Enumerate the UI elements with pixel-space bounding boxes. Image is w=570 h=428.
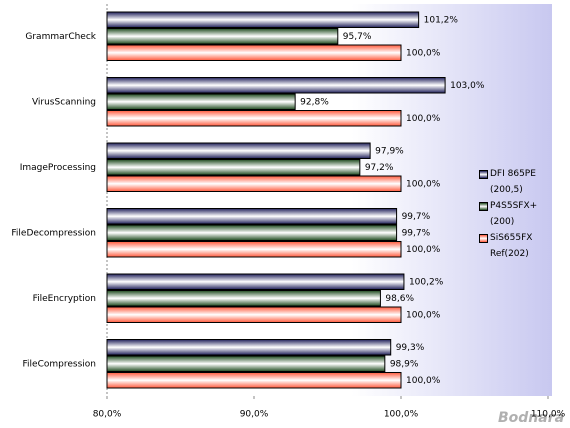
bar <box>106 224 398 241</box>
bar <box>106 44 402 61</box>
x-tick-label: 100,0% <box>384 410 419 420</box>
value-label: 98,9% <box>390 359 419 369</box>
value-label: 103,0% <box>450 81 485 91</box>
value-label: 97,2% <box>365 163 394 173</box>
value-label: 99,7% <box>402 212 431 222</box>
value-label: 100,0% <box>406 310 441 320</box>
value-label: 100,0% <box>406 245 441 255</box>
bar <box>106 142 371 159</box>
legend-item: DFI 865PE (200,5) <box>479 166 549 198</box>
legend-item: P4S5SFX+ (200) <box>479 198 549 230</box>
watermark: Bodnara <box>498 410 564 426</box>
bar <box>106 110 402 127</box>
bar <box>106 208 398 225</box>
legend-label: P4S5SFX+ (200) <box>490 201 538 227</box>
value-label: 100,0% <box>406 48 441 58</box>
y-tick-label: FileDecompression <box>11 228 96 238</box>
bar <box>106 273 405 290</box>
y-tick-label: FileEncryption <box>33 294 96 304</box>
bar <box>106 77 446 94</box>
legend-swatch <box>479 170 488 179</box>
bar <box>106 372 402 389</box>
value-label: 98,6% <box>385 294 414 304</box>
plot-background <box>107 4 552 396</box>
x-tick-label: 110,0% <box>531 410 566 420</box>
legend-item: SiS655FX Ref(202) <box>479 230 549 262</box>
legend: DFI 865PE (200,5) P4S5SFX+ (200) SiS655FX … <box>479 166 549 262</box>
legend-swatch <box>479 234 488 243</box>
legend-label: SiS655FX Ref(202) <box>490 233 533 259</box>
bar <box>106 175 402 192</box>
bar <box>106 11 420 28</box>
y-tick-label: FileCompression <box>23 359 96 369</box>
y-tick-label: ImageProcessing <box>20 163 96 173</box>
value-label: 99,3% <box>396 343 425 353</box>
bar <box>106 241 402 258</box>
y-tick-label: VirusScanning <box>32 97 96 107</box>
value-label: 99,7% <box>402 228 431 238</box>
value-label: 101,2% <box>424 15 459 25</box>
value-label: 97,9% <box>375 146 404 156</box>
value-label: 95,7% <box>343 32 372 42</box>
legend-swatch <box>479 202 488 211</box>
bar <box>106 290 381 307</box>
legend-label: DFI 865PE (200,5) <box>490 169 536 195</box>
bar <box>106 159 361 176</box>
value-label: 100,2% <box>409 277 444 287</box>
bar <box>106 355 386 372</box>
bar <box>106 93 296 110</box>
bar <box>106 306 402 323</box>
bar <box>106 339 392 356</box>
value-label: 100,0% <box>406 376 441 386</box>
x-tick-label: 90,0% <box>240 410 269 420</box>
value-label: 92,8% <box>300 97 329 107</box>
value-label: 100,0% <box>406 114 441 124</box>
value-label: 100,0% <box>406 179 441 189</box>
y-tick-label: GrammarCheck <box>25 32 96 42</box>
bar <box>106 28 339 45</box>
x-tick-label: 80,0% <box>93 410 122 420</box>
